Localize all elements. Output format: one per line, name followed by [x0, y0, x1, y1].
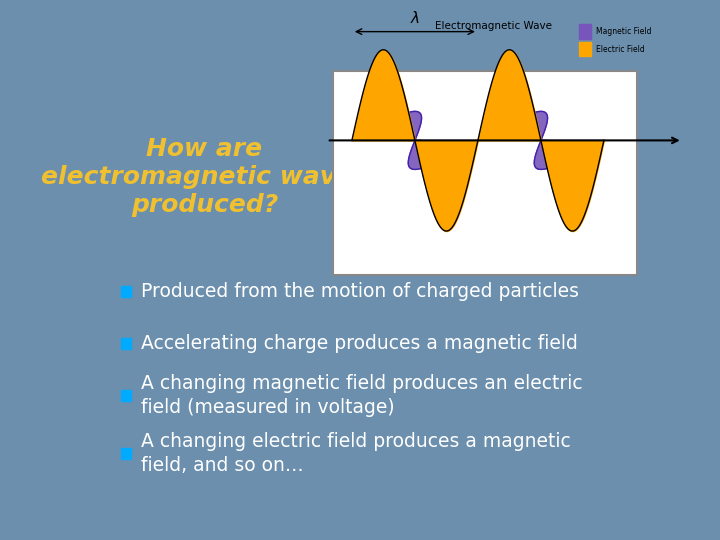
- FancyBboxPatch shape: [333, 71, 637, 275]
- Polygon shape: [352, 111, 421, 140]
- Text: Magnetic Field: Magnetic Field: [596, 27, 652, 36]
- Polygon shape: [534, 140, 604, 170]
- Text: Electromagnetic Wave: Electromagnetic Wave: [435, 21, 552, 31]
- Bar: [579, 42, 591, 56]
- Bar: [121, 286, 131, 297]
- Text: A changing magnetic field produces an electric
field (measured in voltage): A changing magnetic field produces an el…: [141, 374, 582, 417]
- Text: Produced from the motion of charged particles: Produced from the motion of charged part…: [141, 282, 579, 301]
- Text: Electric Field: Electric Field: [596, 44, 645, 53]
- Text: $\lambda$: $\lambda$: [410, 10, 420, 26]
- Bar: [121, 338, 131, 349]
- Polygon shape: [408, 140, 478, 170]
- Text: A changing electric field produces a magnetic
field, and so on…: A changing electric field produces a mag…: [141, 433, 570, 475]
- Text: Accelerating charge produces a magnetic field: Accelerating charge produces a magnetic …: [141, 334, 577, 353]
- Bar: [579, 24, 591, 39]
- Bar: [121, 448, 131, 460]
- Bar: [121, 389, 131, 401]
- Polygon shape: [478, 111, 547, 140]
- Text: How are
electromagnetic waves
produced?: How are electromagnetic waves produced?: [41, 137, 368, 217]
